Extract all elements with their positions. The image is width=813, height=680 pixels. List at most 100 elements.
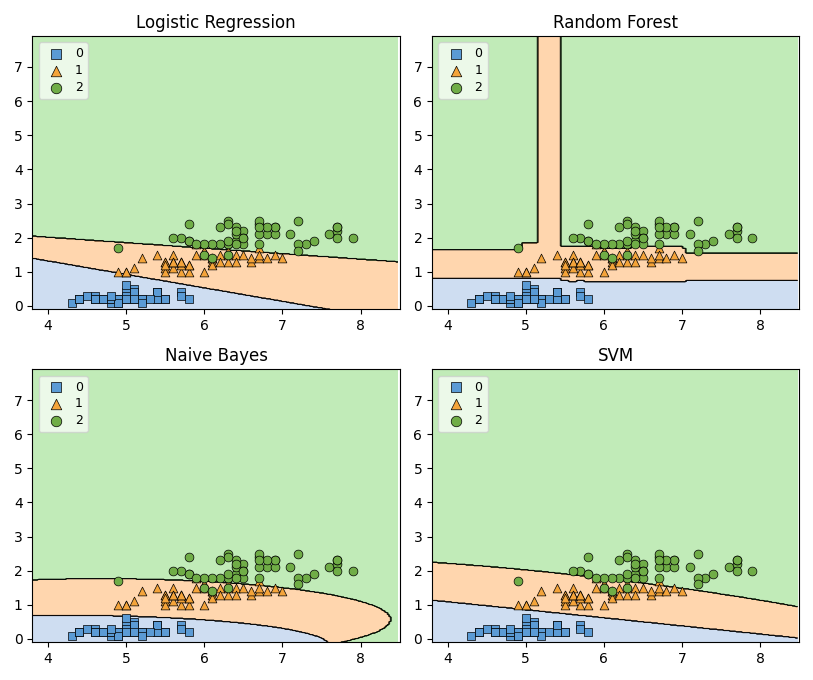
- 2: [628, 572, 641, 583]
- 2: [182, 568, 195, 579]
- 2: [613, 239, 626, 250]
- 1: [151, 582, 164, 593]
- 0: [151, 287, 164, 298]
- 0: [527, 620, 540, 631]
- 2: [667, 555, 680, 566]
- 1: [621, 250, 634, 260]
- 1: [112, 599, 125, 610]
- 1: [598, 579, 611, 590]
- 1: [174, 589, 187, 600]
- 2: [229, 558, 242, 569]
- 1: [598, 246, 611, 257]
- 0: [120, 624, 133, 634]
- 0: [73, 294, 86, 305]
- 0: [159, 294, 172, 305]
- 0: [174, 624, 187, 634]
- Legend: 0, 1, 2: 0, 1, 2: [39, 375, 88, 432]
- 1: [206, 256, 219, 267]
- 2: [284, 228, 297, 239]
- 2: [621, 250, 634, 260]
- 0: [472, 294, 485, 305]
- 2: [660, 222, 673, 233]
- 0: [159, 294, 172, 305]
- 0: [89, 627, 102, 638]
- 0: [112, 627, 125, 638]
- 2: [667, 562, 680, 573]
- 0: [520, 294, 533, 305]
- 1: [190, 572, 203, 583]
- 1: [535, 585, 548, 596]
- 1: [159, 267, 172, 277]
- 2: [206, 572, 219, 583]
- 0: [503, 627, 516, 638]
- 0: [174, 620, 187, 631]
- 0: [112, 297, 125, 308]
- 1: [198, 579, 211, 590]
- 1: [151, 250, 164, 260]
- 0: [535, 630, 548, 641]
- 0: [472, 294, 485, 305]
- 1: [574, 256, 587, 267]
- 2: [237, 565, 250, 576]
- 1: [198, 599, 211, 610]
- 1: [214, 250, 227, 260]
- 2: [268, 222, 281, 233]
- 0: [151, 620, 164, 631]
- 0: [550, 620, 563, 631]
- 2: [613, 222, 626, 233]
- 0: [128, 294, 141, 305]
- 2: [237, 225, 250, 236]
- 0: [104, 627, 117, 638]
- 0: [543, 294, 556, 305]
- 1: [245, 589, 258, 600]
- 0: [511, 627, 524, 638]
- 1: [268, 250, 281, 260]
- 2: [323, 228, 336, 239]
- 2: [221, 250, 234, 260]
- 2: [628, 228, 641, 239]
- 1: [637, 582, 650, 593]
- 0: [511, 297, 524, 308]
- Legend: 0, 1, 2: 0, 1, 2: [438, 375, 488, 432]
- 2: [621, 215, 634, 226]
- 2: [292, 579, 305, 590]
- 1: [566, 256, 579, 267]
- 2: [598, 582, 611, 593]
- 2: [237, 565, 250, 576]
- 1: [206, 260, 219, 271]
- 1: [621, 589, 634, 600]
- 1: [206, 253, 219, 264]
- 1: [167, 256, 180, 267]
- 1: [167, 256, 180, 267]
- 2: [605, 572, 618, 583]
- 0: [535, 294, 548, 305]
- 1: [644, 253, 657, 264]
- 0: [520, 627, 533, 638]
- 0: [503, 290, 516, 301]
- 0: [527, 617, 540, 628]
- 0: [520, 287, 533, 298]
- 2: [652, 572, 665, 583]
- 1: [605, 585, 618, 596]
- 0: [511, 294, 524, 305]
- 1: [167, 589, 180, 600]
- 0: [503, 297, 516, 308]
- 2: [206, 585, 219, 596]
- 0: [559, 294, 572, 305]
- 0: [89, 627, 102, 638]
- 2: [229, 239, 242, 250]
- 2: [589, 239, 602, 250]
- 0: [496, 294, 509, 305]
- 1: [174, 599, 187, 610]
- 2: [730, 232, 743, 243]
- 2: [206, 239, 219, 250]
- 1: [135, 253, 148, 264]
- 0: [89, 294, 102, 305]
- 1: [198, 267, 211, 277]
- 0: [520, 627, 533, 638]
- 0: [496, 627, 509, 638]
- 0: [120, 294, 133, 305]
- 0: [488, 294, 501, 305]
- 1: [660, 253, 673, 264]
- 1: [268, 582, 281, 593]
